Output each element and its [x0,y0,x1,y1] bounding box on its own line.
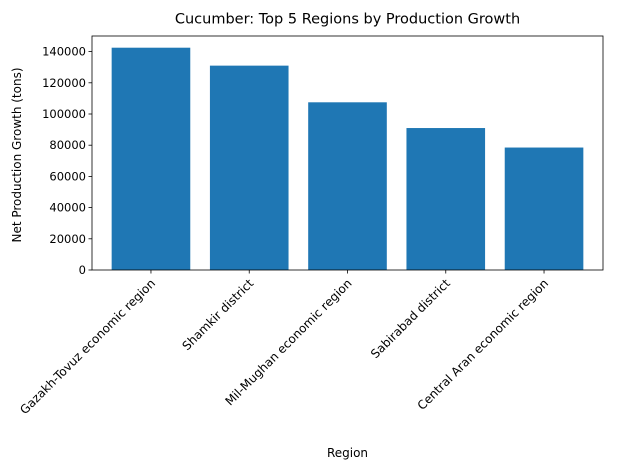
bar [504,147,584,270]
plot-area: 0 20000 40000 60000 80000 100000 120000 140000 G… [17,35,604,417]
y-tick-label: 80000 [49,138,86,152]
x-tick-label: Gazakh-Tovuz economic region [17,276,158,417]
y-tick-label: 60000 [49,169,86,183]
bar [209,65,289,270]
chart-title: Cucumber: Top 5 Regions by Production Gr… [175,12,520,28]
y-tick-label: 100000 [42,107,86,121]
y-tick-label: 120000 [42,76,86,90]
x-tick-label: Shamkir district [179,276,256,353]
x-axis-label: Region [327,446,368,460]
bar [406,128,486,270]
bar [111,47,191,271]
y-tick-label: 40000 [49,201,86,215]
y-axis-label: Net Production Growth (tons) [10,67,24,242]
bar [308,102,387,270]
y-tick-label: 140000 [42,45,86,59]
x-tick-label: Sabirabad district [368,276,453,361]
y-tick-label: 0 [79,263,86,277]
y-tick-label: 20000 [49,232,86,246]
